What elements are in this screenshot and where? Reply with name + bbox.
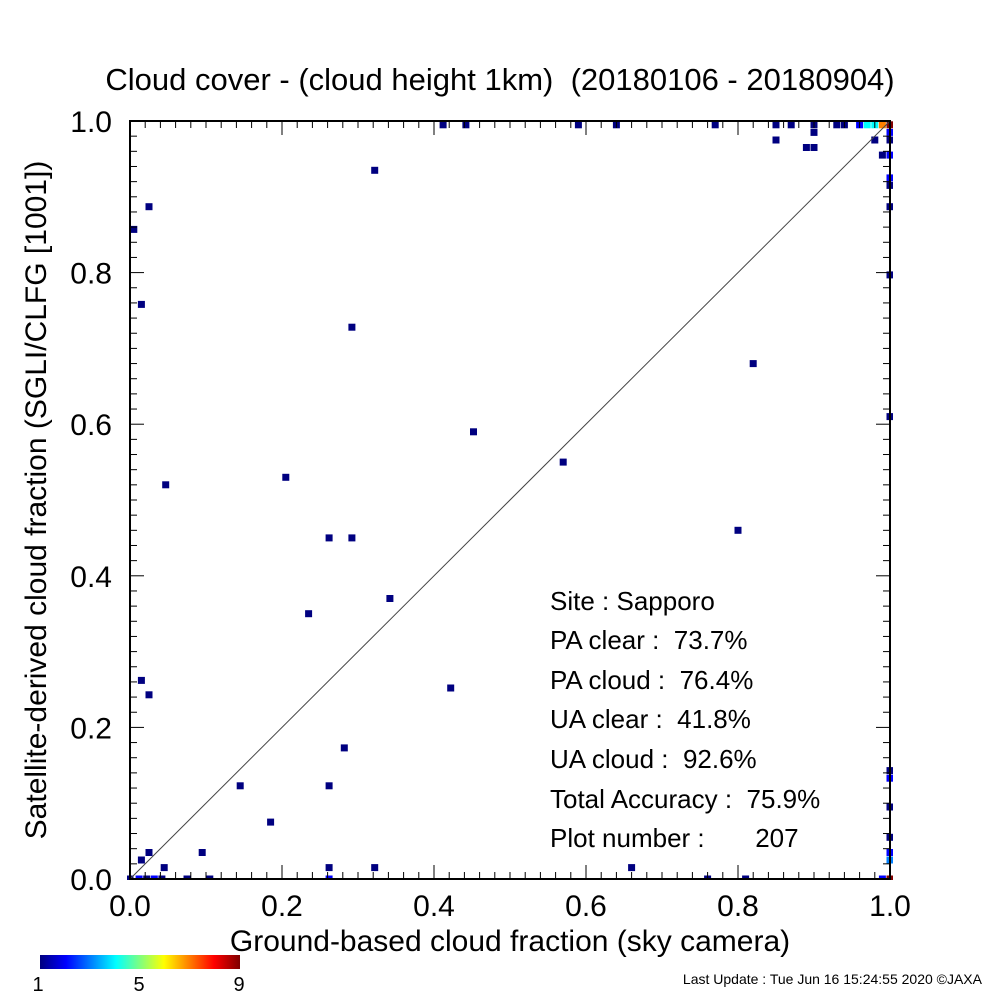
data-point-36: [574, 121, 582, 129]
data-point-41: [734, 526, 742, 534]
colorbar-label-min: 1: [32, 974, 43, 996]
data-point-42: [742, 875, 750, 880]
x-tick-label-2: 0.4: [413, 890, 455, 923]
data-point-47: [802, 144, 810, 151]
data-point-43: [749, 360, 757, 368]
stat-ua-clear: UA clear : 41.8%: [550, 704, 751, 734]
x-tick-label-0: 0.0: [109, 890, 151, 923]
data-point-14: [158, 875, 166, 880]
x-tick-label-4: 0.8: [717, 890, 759, 923]
data-point-8: [160, 864, 168, 872]
data-point-46: [787, 121, 795, 129]
data-point-11: [135, 875, 143, 880]
y-axis-label: Satellite-derived cloud fraction (SGLI/C…: [20, 161, 53, 840]
colorbar-label-max: 9: [233, 974, 244, 996]
data-point-45: [772, 136, 780, 144]
stat-pa-cloud: PA cloud : 76.4%: [550, 665, 753, 695]
data-point-15: [183, 875, 191, 880]
x-tick-label-5: 1.0: [869, 890, 911, 923]
data-point-9: [198, 849, 206, 856]
data-point-49: [810, 128, 818, 136]
x-tick-label-1: 0.2: [261, 890, 303, 923]
stat-ua-cloud: UA cloud : 92.6%: [550, 744, 757, 774]
data-point-74: [878, 875, 886, 880]
x-tick-label-3: 0.6: [565, 890, 607, 923]
data-point-22: [325, 782, 333, 790]
chart-title: Cloud cover - (cloud height 1km) (201801…: [105, 62, 894, 97]
data-point-30: [386, 595, 394, 602]
y-tick-label-2: 0.4: [70, 561, 112, 594]
data-point-56: [878, 121, 886, 129]
data-point-29: [371, 864, 379, 872]
data-point-35: [559, 458, 567, 466]
data-point-26: [348, 323, 356, 331]
data-point-51: [833, 121, 841, 129]
stat-pa-clear: PA clear : 73.7%: [550, 625, 748, 655]
stat-plot-number: Plot number : 207: [550, 823, 799, 853]
data-point-6: [137, 856, 145, 864]
data-point-23: [325, 864, 333, 872]
data-point-7: [145, 849, 153, 856]
data-point-18: [267, 818, 275, 826]
data-point-38: [628, 864, 636, 872]
ticks-layer: 0.0 0.2 0.4 0.6 0.8 1.0 0.0 0.2 0.4 0.6 0.8 1.0: [70, 106, 911, 923]
stat-site: Site : Sapporo: [550, 586, 715, 616]
data-point-32: [447, 684, 455, 692]
y-tick-label-1: 0.2: [70, 712, 112, 745]
data-point-5: [145, 691, 153, 699]
data-point-1: [137, 300, 145, 308]
data-point-17: [236, 782, 244, 790]
data-point-16: [206, 875, 214, 880]
data-point-2: [145, 203, 153, 211]
stat-total-accuracy: Total Accuracy : 75.9%: [550, 784, 820, 814]
last-update-footer: Last Update : Tue Jun 16 15:24:55 2020 ©…: [682, 971, 982, 987]
y-tick-label-3: 0.6: [70, 409, 112, 442]
data-point-54: [863, 121, 871, 129]
data-point-28: [371, 166, 379, 174]
data-point-3: [162, 481, 170, 489]
data-point-24: [325, 875, 333, 880]
stats-box: Site : Sapporo PA clear : 73.7% PA cloud…: [550, 586, 820, 853]
data-point-58: [871, 136, 879, 144]
y-tick-label-0: 0.0: [70, 864, 112, 897]
colorbar-label-mid: 5: [133, 974, 144, 996]
colorbar: [40, 955, 240, 969]
data-point-59: [878, 151, 886, 159]
y-tick-label-4: 0.8: [70, 258, 112, 291]
x-axis-label: Ground-based cloud fraction (sky camera): [230, 925, 790, 958]
data-point-27: [348, 534, 356, 542]
data-point-33: [462, 121, 470, 129]
data-point-20: [305, 610, 313, 618]
data-point-4: [137, 676, 145, 684]
data-point-25: [340, 744, 348, 752]
data-point-12: [143, 875, 151, 880]
data-point-13: [150, 875, 158, 880]
data-point-21: [325, 534, 333, 542]
one-to-one-line: [129, 120, 891, 880]
data-point-34: [470, 428, 477, 436]
y-tick-label-5: 1.0: [70, 106, 112, 139]
data-point-40: [711, 121, 719, 129]
data-point-31: [439, 121, 447, 129]
data-point-0: [130, 225, 138, 233]
data-point-48: [810, 144, 818, 151]
data-point-44: [772, 121, 780, 129]
data-point-19: [282, 473, 290, 481]
